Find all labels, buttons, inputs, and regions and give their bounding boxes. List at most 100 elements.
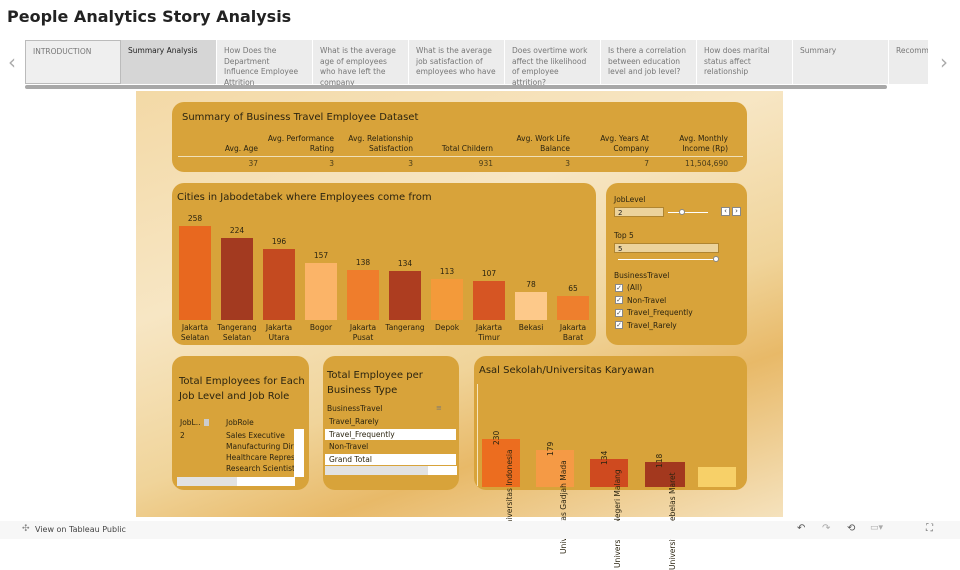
businesstravel-row[interactable]: Travel_Frequently [325, 428, 456, 440]
city-bar[interactable] [389, 271, 421, 320]
category-label: Bogor [309, 323, 333, 332]
kpi-value: 11,504,690 [685, 159, 728, 168]
bar-value-label: 65 [568, 284, 578, 294]
bar-value-label: 134 [600, 450, 609, 466]
businesstravel-option[interactable]: ✓ Non-Travel [615, 296, 666, 305]
bar-value-label: 134 [397, 259, 413, 269]
university-bar[interactable] [590, 459, 628, 487]
category-label: Jakarta Timur [475, 323, 503, 342]
businesstravel-row[interactable]: Non-Travel [329, 442, 369, 451]
bar-value-label: 138 [355, 257, 371, 267]
university-label: Universitas Indonesia [505, 449, 514, 530]
redo-icon[interactable]: ↷ [822, 523, 831, 534]
option-label: Non-Travel [627, 295, 667, 305]
fullscreen-icon[interactable]: ⛶ [926, 523, 933, 534]
kpi-value: 931 [478, 159, 493, 168]
city-bar[interactable] [347, 269, 379, 320]
university-bar[interactable] [536, 449, 574, 487]
jobrole-cell: Healthcare Represe [226, 453, 294, 462]
story-point-tab[interactable]: Recommen [889, 40, 929, 84]
sort-icon[interactable] [204, 419, 209, 426]
university-bar[interactable] [698, 466, 736, 487]
city-bar[interactable] [221, 238, 253, 320]
story-point-tab[interactable]: INTRODUCTION [25, 40, 121, 84]
businesstravel-row[interactable]: Travel_Rarely [329, 417, 379, 426]
vertical-scrollbar[interactable] [294, 429, 304, 477]
undo-icon[interactable]: ↶ [797, 523, 806, 534]
businesstravel-option[interactable]: ✓ (All) [615, 283, 642, 292]
businesstravel-option[interactable]: ✓ Travel_Frequently [615, 308, 693, 317]
filter-panel: JobLevel 2 ‹ › Top 5 5 BusinessTravel ✓ (… [606, 183, 747, 345]
cities-panel: Cities in Jabodetabek where Employees co… [172, 183, 596, 345]
bar-value-label: 157 [313, 250, 329, 260]
story-point-tab[interactable]: What is the average job satisfaction of … [409, 40, 505, 84]
bttable-panel: Total Employee per Business Type Busines… [323, 356, 459, 490]
kpi-value: 37 [248, 159, 258, 168]
checkbox-icon[interactable]: ✓ [615, 283, 623, 292]
businesstravel-option[interactable]: ✓ Travel_Rarely [615, 321, 677, 330]
revert-icon[interactable]: ⟲ [847, 523, 856, 534]
jobrole-cell: Sales Executive [226, 431, 285, 440]
next-value-icon[interactable]: › [732, 207, 741, 216]
dashboard: Summary of Business Travel Employee Data… [136, 91, 783, 570]
city-bar[interactable] [515, 291, 547, 320]
story-point-tab[interactable]: How Does the Department Influence Employ… [217, 40, 313, 87]
top-input[interactable]: 5 [614, 243, 719, 253]
top-slider[interactable] [618, 259, 716, 260]
bar-value-label: 230 [492, 430, 501, 445]
university-panel: Asal Sekolah/Universitas Karyawan 230 Uni… [474, 356, 747, 570]
kpi-value: 3 [408, 159, 413, 168]
city-bar[interactable] [431, 278, 463, 320]
bar-value-label: 118 [655, 454, 664, 469]
divider [178, 156, 743, 157]
story-point-tab[interactable]: Is there a correlation between education… [601, 40, 697, 84]
summary-title: Summary of Business Travel Employee Data… [182, 112, 419, 123]
share-icon[interactable]: ▭▾ [870, 523, 884, 533]
city-bar[interactable] [179, 226, 211, 320]
kpi-label: Avg. Monthly Income (Rp) [679, 134, 728, 153]
view-on-tableau-link[interactable]: View on Tableau Public [35, 525, 126, 534]
story-point-tab[interactable]: Does overtime work affect the likelihood… [505, 40, 601, 87]
joblevel-label: JobLevel [614, 195, 646, 204]
city-bar[interactable] [557, 296, 589, 320]
bar-value-label: 196 [271, 236, 287, 246]
story-point-tab[interactable]: What is the average age of employees who… [313, 40, 409, 87]
category-label: Depok [434, 323, 460, 332]
horizontal-scrollbar[interactable] [325, 466, 457, 475]
joblevel-slider-handle[interactable] [679, 209, 685, 215]
university-bar[interactable] [645, 462, 685, 487]
bar-value-label: 258 [187, 214, 203, 223]
summary-panel: Summary of Business Travel Employee Data… [172, 102, 747, 172]
navigator-scrollbar[interactable] [25, 85, 887, 89]
prev-value-icon[interactable]: ‹ [721, 207, 730, 216]
businesstravel-label: BusinessTravel [614, 271, 670, 280]
bar-value-label: 179 [546, 441, 555, 456]
category-label: Tangerang [385, 323, 425, 332]
story-point-tab[interactable]: Summary [793, 40, 889, 84]
story-point-tab[interactable]: How does marital status affect relations… [697, 40, 793, 84]
jobrole-cell: Research Scientist [226, 464, 294, 473]
kpi-label: Avg. Age [224, 144, 258, 153]
top-label: Top 5 [614, 231, 634, 240]
joblevel-slider[interactable] [668, 212, 708, 213]
next-arrow-icon[interactable]: › [940, 50, 948, 74]
category-label: Bekasi [518, 323, 544, 332]
top-slider-handle[interactable] [713, 256, 719, 262]
city-bar[interactable] [473, 281, 505, 320]
cities-chart-title: Cities in Jabodetabek where Employees co… [177, 192, 432, 203]
university-bar[interactable] [482, 439, 520, 487]
prev-arrow-icon[interactable]: ‹ [8, 50, 16, 74]
checkbox-icon[interactable]: ✓ [615, 308, 623, 317]
city-bar[interactable] [305, 262, 337, 320]
category-label: Jakarta Selatan [180, 323, 210, 342]
businesstravel-row[interactable]: Grand Total [325, 453, 456, 465]
horizontal-scrollbar[interactable] [177, 477, 295, 486]
city-bar[interactable] [263, 248, 295, 320]
checkbox-icon[interactable]: ✓ [615, 321, 623, 329]
story-point-tab[interactable]: Summary Analysis [121, 40, 217, 84]
university-chart-title: Asal Sekolah/Universitas Karyawan [479, 365, 655, 376]
joblevel-input[interactable]: 2 [614, 207, 664, 217]
sort-icon[interactable]: ≡ [436, 404, 442, 412]
checkbox-icon[interactable]: ✓ [615, 296, 623, 304]
page-title: People Analytics Story Analysis [7, 7, 292, 26]
